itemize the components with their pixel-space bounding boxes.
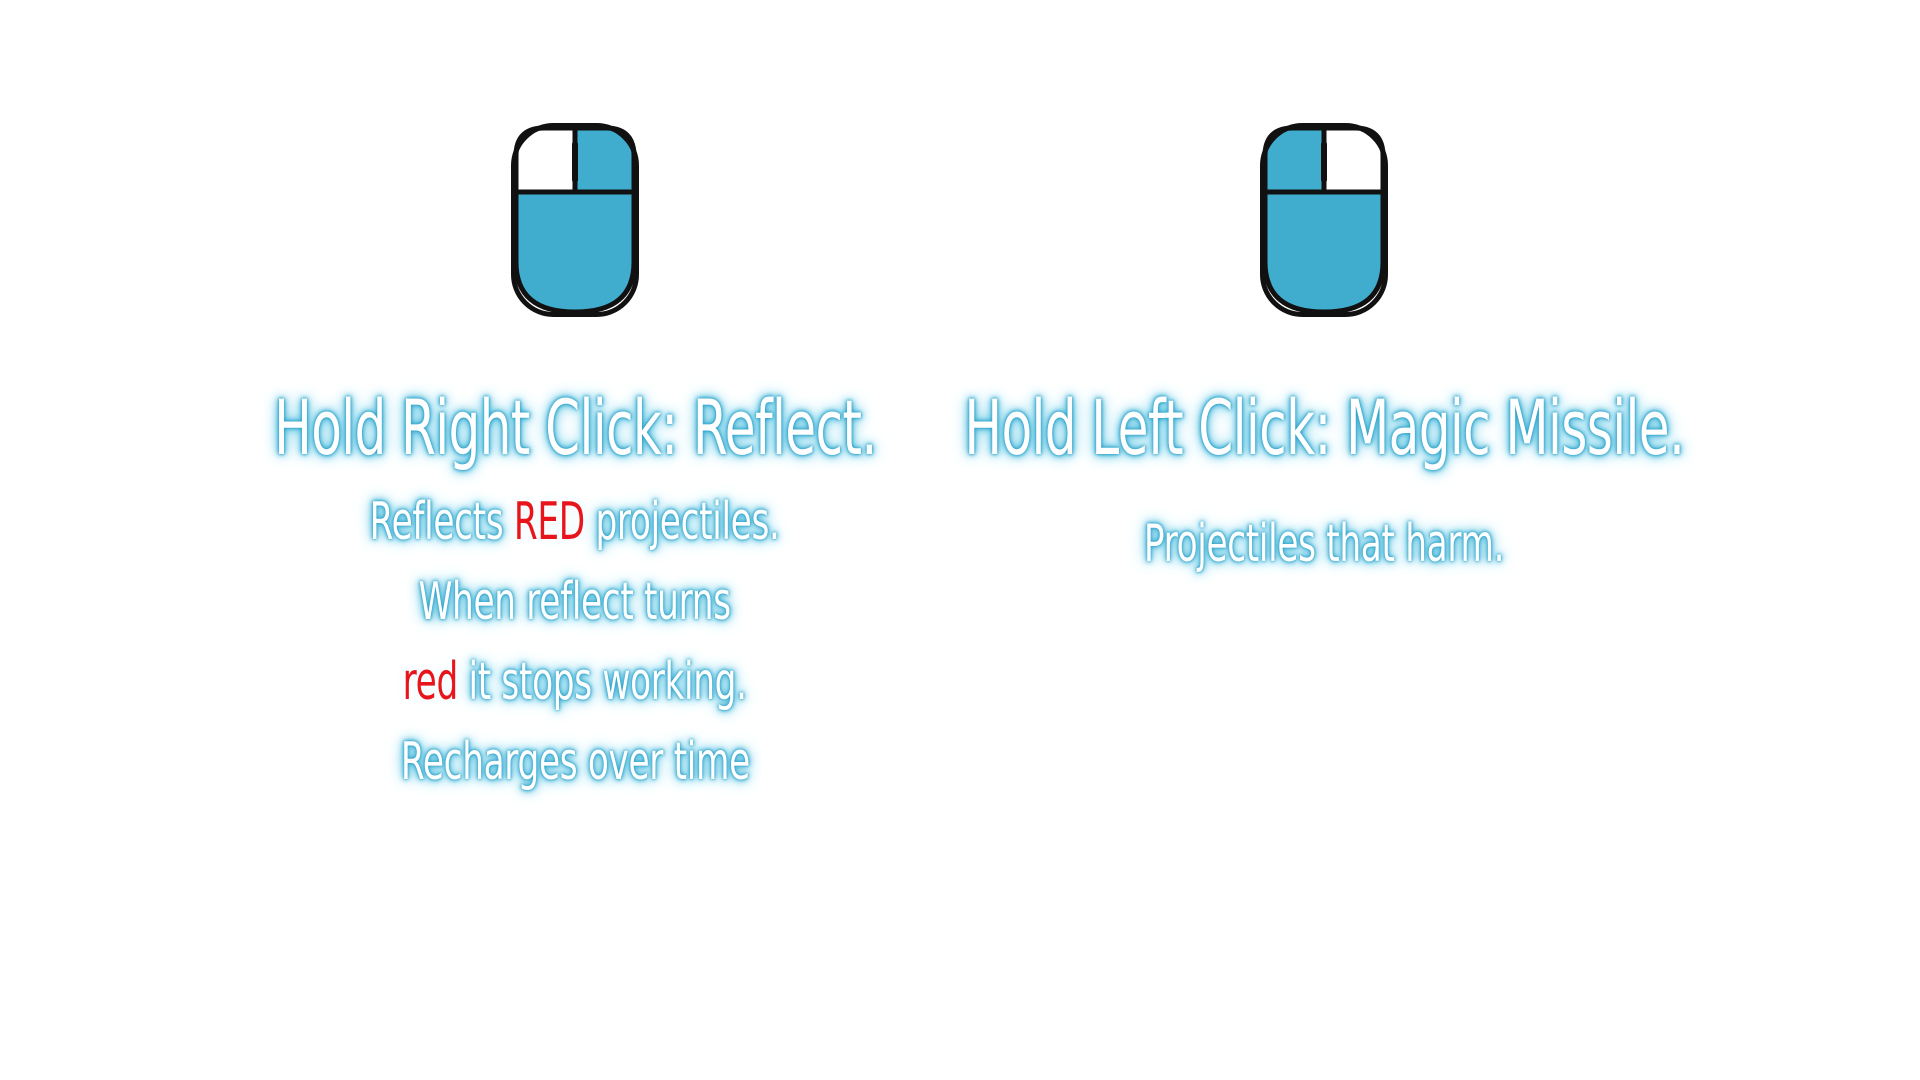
right-click-desc-line-4: Recharges over time <box>400 732 750 792</box>
left-click-title: Hold Left Click: Magic Missile. <box>964 383 1684 472</box>
mouse-left-click-icon <box>1260 123 1388 317</box>
left-click-desc-line-1: Projectiles that harm. <box>1143 514 1505 574</box>
right-click-desc-line-2: When reflect turns <box>418 572 732 632</box>
control-panel-left-click: Hold Left Click: Magic Missile. Projecti… <box>964 0 1685 584</box>
right-click-desc-line-3: red it stops working. <box>402 652 748 712</box>
mouse-right-click-icon <box>511 123 639 317</box>
right-click-desc-line-1: Reflects RED projectiles. <box>370 492 780 552</box>
control-panel-right-click: Hold Right Click: Reflect. Reflects RED … <box>225 0 925 802</box>
red-highlight: RED <box>514 492 586 552</box>
right-click-title: Hold Right Click: Reflect. <box>273 383 877 472</box>
red-highlight: red <box>402 652 459 712</box>
